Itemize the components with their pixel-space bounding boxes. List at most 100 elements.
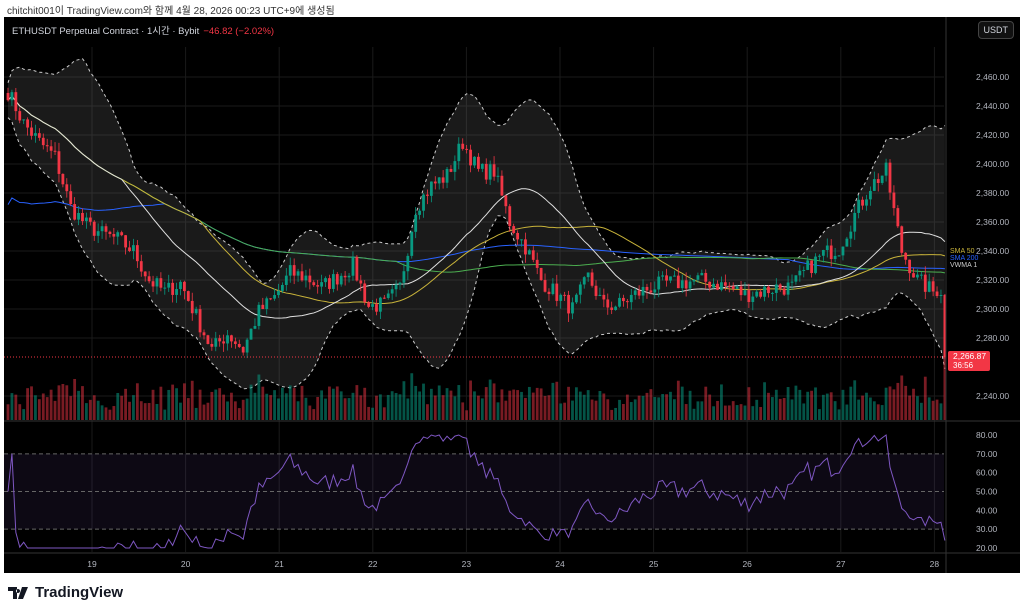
candle-body [304, 275, 308, 281]
volume-bar [551, 382, 555, 420]
candle-body [739, 286, 743, 296]
rsi-line [7, 434, 946, 549]
volume-bar [155, 403, 159, 420]
candle-body [696, 275, 700, 280]
candle-body [85, 217, 88, 222]
candle-body [453, 161, 457, 172]
volume-bar [273, 390, 276, 420]
bollinger-band-fill [8, 58, 945, 389]
volume-bar [712, 406, 715, 420]
volume-bar [347, 398, 351, 420]
volume-bar [151, 389, 155, 420]
volume-bar [743, 405, 747, 420]
volume-bar [453, 396, 457, 420]
volume-bar [343, 398, 347, 420]
candle-body [449, 168, 453, 172]
candle-body [578, 284, 582, 295]
candle-body [257, 304, 261, 326]
chart-panel[interactable]: SMA 50 SMA 200 VWMA 1 2,460.00 2,440.00 2,420… [4, 17, 1020, 573]
candle-body [22, 119, 26, 121]
volume-bar [10, 393, 14, 420]
candle-body [269, 298, 273, 300]
rsi-axis-tick: 30.00 [976, 524, 998, 534]
volume-bar [520, 391, 523, 420]
volume-bar [124, 388, 127, 420]
volume-bar [892, 389, 896, 420]
candle-body [359, 280, 363, 284]
volume-bar [649, 389, 653, 420]
candle-body [343, 275, 347, 278]
currency-button[interactable]: USDT [977, 21, 1014, 39]
candle-body [198, 309, 202, 333]
candle-body [496, 175, 500, 177]
volume-bar [618, 399, 621, 420]
candle-body [484, 163, 488, 180]
volume-bar [755, 399, 759, 420]
candle-body [512, 226, 516, 233]
candle-body [669, 276, 672, 281]
volume-bar [57, 385, 61, 420]
candle-body [516, 232, 519, 240]
candle-body [473, 156, 476, 166]
volume-bar [135, 383, 139, 420]
candle-body [594, 285, 598, 296]
candle-body [37, 133, 41, 138]
candle-body [872, 179, 876, 191]
volume-bar [328, 386, 331, 420]
candle-body [531, 250, 535, 260]
candle-body [869, 190, 872, 200]
volume-bar [210, 391, 214, 420]
candle-body [57, 151, 61, 174]
volume-bar [292, 388, 296, 420]
ma-legend-label: VWMA 1 [950, 262, 977, 269]
volume-bar [723, 405, 727, 420]
candle-body [347, 275, 351, 278]
candle-body [673, 275, 676, 277]
volume-bar [230, 392, 233, 420]
volume-bar [861, 395, 864, 420]
volume-bar [296, 401, 300, 420]
candle-body [688, 281, 692, 289]
candle-body [904, 252, 908, 260]
volume-bar [433, 395, 437, 420]
volume-bar [492, 383, 496, 420]
volume-bar [418, 391, 421, 420]
volume-bar [916, 396, 919, 420]
candle-body [265, 298, 269, 310]
volume-bar [821, 394, 825, 420]
candle-body [841, 246, 845, 256]
volume-bar [625, 394, 629, 420]
candle-body [778, 284, 782, 289]
volume-bar [218, 388, 222, 420]
countdown-label: 36:56 [953, 361, 974, 370]
volume-bar [308, 405, 312, 420]
candle-body [551, 283, 555, 295]
volume-bar [190, 380, 194, 420]
volume-bar [163, 409, 167, 420]
candle-body [500, 175, 504, 196]
candle-body [833, 255, 837, 260]
candle-body [324, 278, 327, 283]
tradingview-logo[interactable]: TradingView [8, 584, 123, 601]
candle-body [308, 275, 312, 283]
candle-body [861, 199, 864, 206]
volume-bar [665, 394, 668, 420]
volume-bar [673, 399, 676, 420]
candle-body [818, 255, 821, 257]
candle-body [814, 256, 817, 274]
volume-bar [524, 397, 527, 420]
volume-bar [602, 393, 606, 420]
tradingview-logo-icon [8, 586, 28, 599]
candle-body [100, 226, 104, 232]
candle-body [759, 291, 763, 297]
candle-body [747, 290, 751, 303]
volume-bar [818, 409, 821, 420]
candle-body [128, 247, 131, 251]
candle-body [774, 284, 778, 293]
candle-body [743, 290, 747, 296]
candle-body [433, 181, 437, 184]
candle-body [653, 289, 657, 293]
volume-bar [735, 405, 739, 420]
volume-bar [245, 398, 249, 420]
